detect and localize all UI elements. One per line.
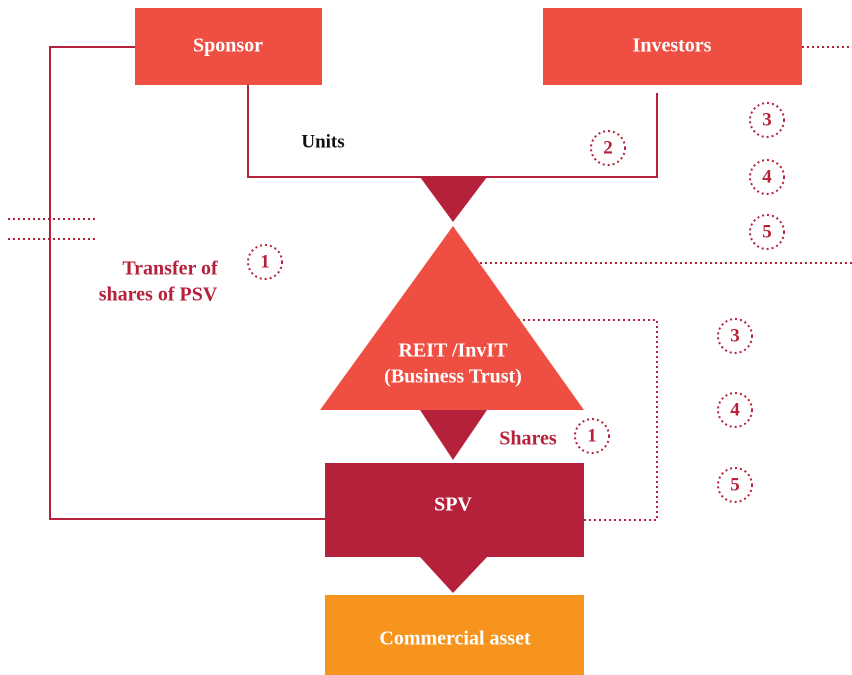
marker-number: 1 [587, 425, 597, 446]
spv-label: SPV [434, 494, 472, 516]
trust-label: (Business Trust) [384, 366, 522, 388]
units-label: Units [301, 131, 344, 152]
marker-number: 5 [730, 474, 740, 495]
marker-number: 4 [730, 399, 740, 420]
spv-box [325, 463, 584, 557]
marker-circle [717, 392, 753, 428]
marker-circle [749, 159, 785, 195]
asset-box [325, 595, 584, 675]
trust-label: REIT /InvIT [398, 340, 508, 362]
marker-circle [590, 130, 626, 166]
marker-number: 5 [762, 221, 772, 242]
marker-circle [717, 318, 753, 354]
dotted-bracket [518, 319, 658, 521]
arrow-down [420, 557, 487, 593]
marker-circle [717, 467, 753, 503]
sponsor-spv-line [49, 46, 325, 520]
marker-number: 3 [730, 325, 740, 346]
marker-circle [749, 102, 785, 138]
transfer-label: Transfer of [122, 258, 218, 280]
markers: 2 1 1 3 4 5 3 4 5 [247, 102, 785, 503]
marker-number: 1 [260, 251, 270, 272]
investors-label: Investors [633, 35, 712, 57]
marker-number: 3 [762, 109, 772, 130]
shares-label: Shares [499, 428, 557, 450]
arrow-down [420, 410, 487, 460]
marker-circle [574, 418, 610, 454]
transfer-label: shares of PSV [99, 284, 218, 306]
investors-box [543, 8, 802, 85]
marker-circle [247, 244, 283, 280]
sponsor-label: Sponsor [193, 35, 263, 57]
asset-label: Commercial asset [379, 628, 531, 650]
marker-number: 2 [603, 137, 613, 158]
sponsor-box [135, 8, 322, 85]
arrow-down [420, 177, 487, 222]
marker-number: 4 [762, 166, 772, 187]
trust-triangle [320, 226, 584, 410]
marker-circle [749, 214, 785, 250]
